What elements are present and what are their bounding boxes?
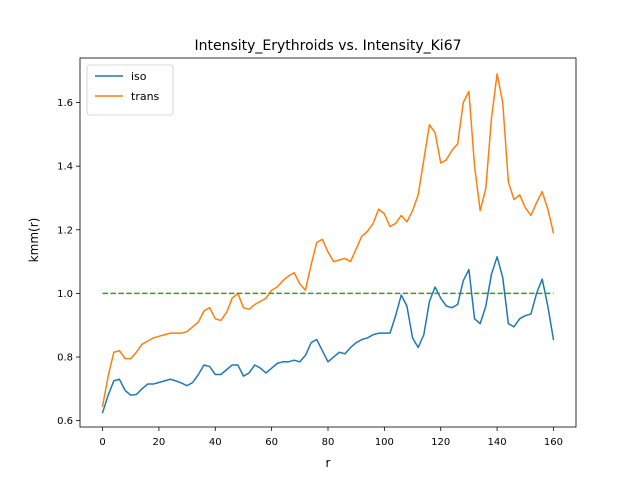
- y-tick-label: 0.8: [57, 353, 73, 364]
- x-tick-label: 140: [488, 437, 507, 448]
- x-axis-label: r: [326, 456, 331, 470]
- y-axis-label: kmm(r): [27, 218, 41, 263]
- x-tick-label: 60: [265, 437, 278, 448]
- x-tick-label: 120: [431, 437, 450, 448]
- legend: iso trans: [86, 64, 174, 116]
- legend-label-iso: iso: [131, 70, 147, 83]
- axes-layer: 0 20 40 60 80 100 120 140 160 0.6 0.8 1.0 1.2 1.4 1.6: [57, 57, 577, 448]
- x-tick-label: 160: [544, 437, 563, 448]
- series-layer: [101, 73, 555, 414]
- series-line-trans: [101, 73, 555, 408]
- x-tick-label: 40: [209, 437, 222, 448]
- legend-frame: [86, 64, 174, 116]
- y-tick-label: 1.6: [57, 98, 73, 109]
- x-tick-label: 80: [322, 437, 335, 448]
- x-tick-label: 20: [153, 437, 166, 448]
- y-tick-label: 1.2: [57, 225, 73, 236]
- legend-label-trans: trans: [131, 90, 160, 103]
- x-tick-label: 0: [99, 437, 105, 448]
- x-tick-label: 100: [375, 437, 394, 448]
- y-tick-label: 1.0: [57, 289, 73, 300]
- chart-title: Intensity_Erythroids vs. Intensity_Ki67: [194, 38, 461, 54]
- y-tick-label: 0.6: [57, 416, 73, 427]
- y-tick-label: 1.4: [57, 162, 73, 173]
- series-line-iso: [101, 256, 555, 414]
